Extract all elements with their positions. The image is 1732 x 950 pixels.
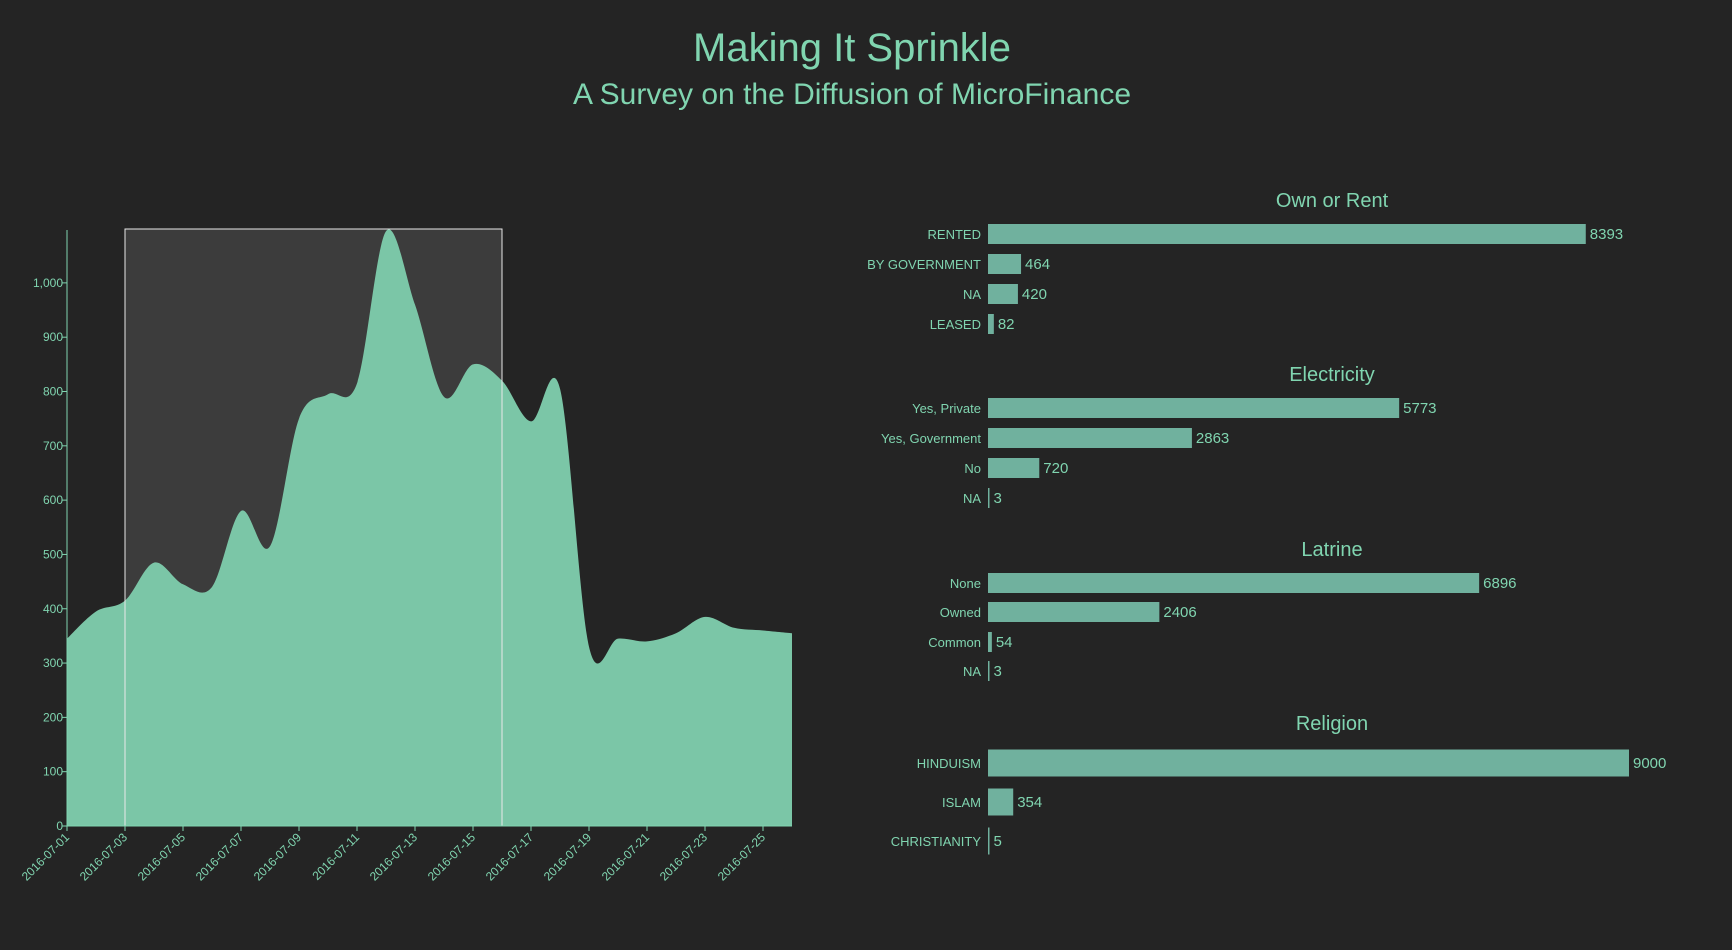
bar-value-label: 720 — [1043, 460, 1068, 477]
bar-category-label: No — [964, 461, 981, 476]
page-title: Making It Sprinkle — [693, 26, 1011, 70]
bar-religion-christianity[interactable] — [988, 827, 990, 855]
bar-chart-latrine: Latrine None 6896 Owned 2406 Common 54 NA 3 — [928, 539, 1517, 681]
bar-value-label: 82 — [998, 316, 1015, 333]
y-tick-label: 200 — [43, 710, 63, 724]
bar-category-label: CHRISTIANITY — [891, 834, 982, 849]
y-tick-label: 300 — [43, 656, 63, 670]
bar-value-label: 2863 — [1196, 430, 1229, 447]
y-tick-label: 800 — [43, 385, 63, 399]
bar-chart-title: Electricity — [1289, 364, 1375, 386]
bar-own-or-rent-na[interactable] — [988, 284, 1018, 304]
bar-religion-islam[interactable] — [988, 788, 1014, 816]
y-tick-label: 600 — [43, 493, 63, 507]
bar-category-label: Yes, Government — [881, 431, 981, 446]
page-subtitle: A Survey on the Diffusion of MicroFinanc… — [572, 78, 1132, 111]
bar-latrine-na[interactable] — [988, 661, 990, 681]
bar-own-or-rent-by-government[interactable] — [988, 254, 1022, 274]
bar-category-label: Common — [928, 635, 981, 650]
bar-chart-own-or-rent: Own or Rent RENTED 8393 BY GOVERNMENT 464 NA 4… — [867, 190, 1623, 334]
bar-chart-religion: Religion HINDUISM 9000 ISLAM 354 CHRISTIANITY… — [891, 713, 1666, 855]
time-series-area-chart[interactable]: 01002003004005006007008009001,0002016-07… — [0, 150, 820, 910]
bar-value-label: 5 — [994, 833, 1002, 850]
bar-chart-title: Latrine — [1301, 539, 1362, 561]
bar-value-label: 464 — [1025, 256, 1050, 273]
bar-value-label: 354 — [1017, 794, 1042, 811]
bar-value-label: 9000 — [1633, 755, 1666, 772]
bar-category-label: NA — [963, 287, 981, 302]
y-tick-label: 0 — [56, 819, 63, 833]
bar-own-or-rent-leased[interactable] — [988, 314, 994, 334]
bar-category-label: Yes, Private — [912, 401, 981, 416]
bar-latrine-none[interactable] — [988, 573, 1480, 593]
bar-category-label: BY GOVERNMENT — [867, 257, 981, 272]
y-tick-label: 900 — [43, 330, 63, 344]
y-tick-label: 700 — [43, 439, 63, 453]
bar-own-or-rent-rented[interactable] — [988, 224, 1586, 244]
bar-category-label: None — [950, 576, 981, 591]
bar-category-label: ISLAM — [942, 795, 981, 810]
bar-latrine-common[interactable] — [988, 632, 992, 652]
bar-chart-title: Religion — [1296, 713, 1368, 735]
y-tick-label: 500 — [43, 547, 63, 561]
bar-electricity-yes-private[interactable] — [988, 398, 1400, 418]
bar-electricity-no[interactable] — [988, 458, 1040, 478]
bar-value-label: 3 — [994, 490, 1002, 507]
y-tick-label: 100 — [43, 765, 63, 779]
bar-value-label: 3 — [994, 663, 1002, 680]
bar-value-label: 5773 — [1403, 400, 1436, 417]
bar-latrine-owned[interactable] — [988, 602, 1160, 622]
bar-value-label: 54 — [996, 634, 1013, 651]
y-tick-label: 1,000 — [33, 276, 63, 290]
bar-electricity-na[interactable] — [988, 488, 990, 508]
bar-value-label: 420 — [1022, 286, 1047, 303]
bar-chart-title: Own or Rent — [1276, 190, 1389, 212]
bar-category-label: NA — [963, 664, 981, 679]
area-series — [67, 229, 792, 826]
y-tick-label: 400 — [43, 602, 63, 616]
bar-electricity-yes-government[interactable] — [988, 428, 1192, 448]
bar-category-label: NA — [963, 491, 981, 506]
bar-category-label: LEASED — [930, 317, 981, 332]
bar-value-label: 6896 — [1483, 575, 1516, 592]
bar-religion-hinduism[interactable] — [988, 749, 1629, 777]
bar-value-label: 2406 — [1163, 604, 1196, 621]
bar-category-label: HINDUISM — [917, 756, 981, 771]
bar-category-label: RENTED — [928, 227, 981, 242]
bar-chart-electricity: Electricity Yes, Private 5773 Yes, Governme… — [881, 364, 1437, 508]
bar-value-label: 8393 — [1590, 226, 1623, 243]
bar-category-label: Owned — [940, 605, 981, 620]
